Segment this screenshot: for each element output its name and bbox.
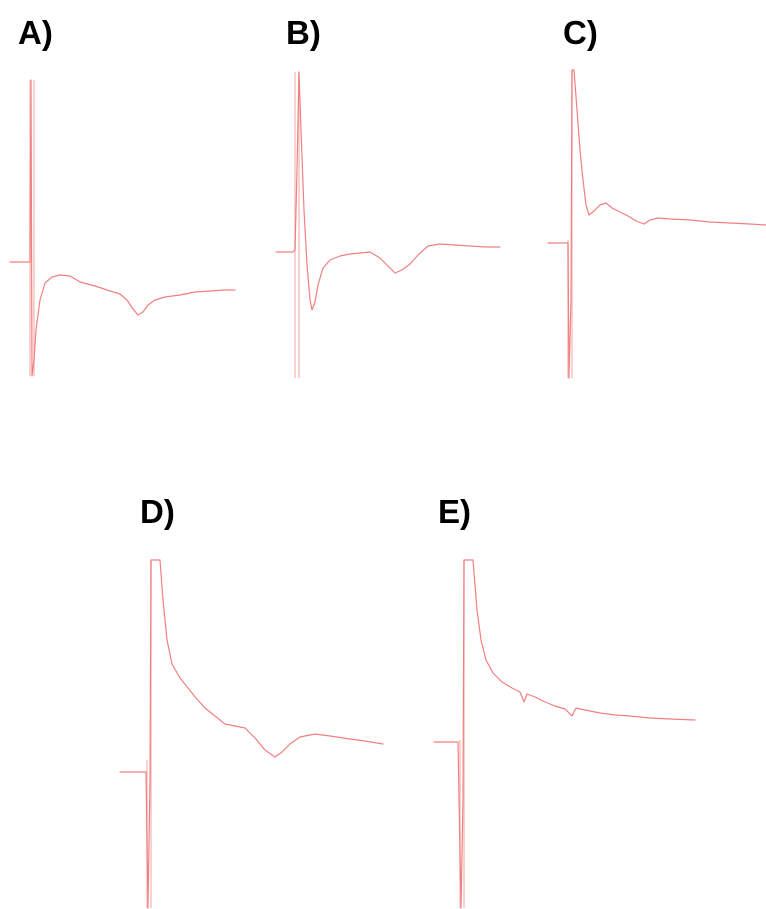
panel-label-d: D) — [140, 493, 175, 530]
trace-a-line — [9, 79, 236, 377]
panel-label-a: A) — [18, 14, 53, 51]
panel-label-b: B) — [286, 14, 321, 51]
panel-label-c: C) — [563, 14, 598, 51]
trace-d-line — [119, 559, 384, 909]
trace-e — [433, 559, 696, 909]
trace-d — [119, 559, 384, 909]
trace-c-line — [547, 69, 766, 379]
trace-e-line — [433, 559, 696, 909]
trace-b-artifact — [294, 72, 300, 378]
panel-label-e: E) — [438, 493, 471, 530]
trace-b — [275, 71, 501, 378]
trace-a — [9, 79, 236, 377]
trace-b-line — [275, 71, 501, 311]
trace-c — [547, 69, 766, 379]
